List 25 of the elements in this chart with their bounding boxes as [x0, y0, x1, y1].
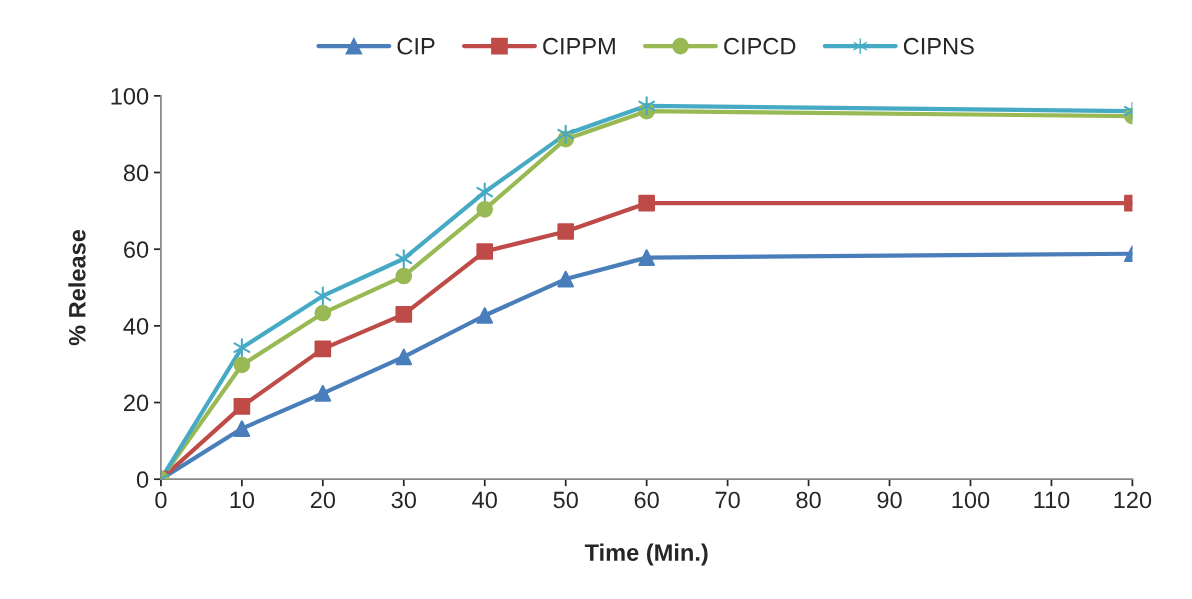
x-tick-label: 40	[472, 491, 497, 509]
x-tick-label: 30	[391, 491, 416, 509]
x-tick-label: 60	[634, 491, 659, 509]
x-tick-label: 80	[796, 491, 821, 509]
x-axis-title: Time (Min.)	[584, 543, 708, 566]
x-tick-label: 90	[877, 491, 902, 509]
x-tick-label: 100	[952, 491, 990, 509]
y-tick-label: 60	[124, 241, 149, 258]
y-tick-label: 20	[124, 394, 149, 412]
y-tick-label: 40	[123, 317, 149, 335]
x-tick-label: 10	[230, 491, 255, 509]
x-tick-label: 110	[1034, 491, 1070, 509]
legend-label: CIPNS	[903, 37, 974, 55]
legend-label: CIPCD	[724, 37, 796, 55]
x-tick-label: 0	[155, 491, 167, 509]
y-tick-label: 0	[136, 471, 149, 488]
x-tick-label: 120	[1114, 491, 1152, 509]
x-tick-label: 20	[310, 491, 336, 509]
x-tick-label: 70	[715, 491, 740, 509]
legend-label: CIPPM	[543, 37, 615, 55]
x-tick-label: 50	[553, 491, 578, 509]
y-axis-title: % Release	[68, 229, 86, 346]
legend-label: CIP	[397, 37, 435, 55]
y-tick-label: 80	[123, 164, 149, 182]
y-tick-label: 100	[111, 87, 149, 105]
